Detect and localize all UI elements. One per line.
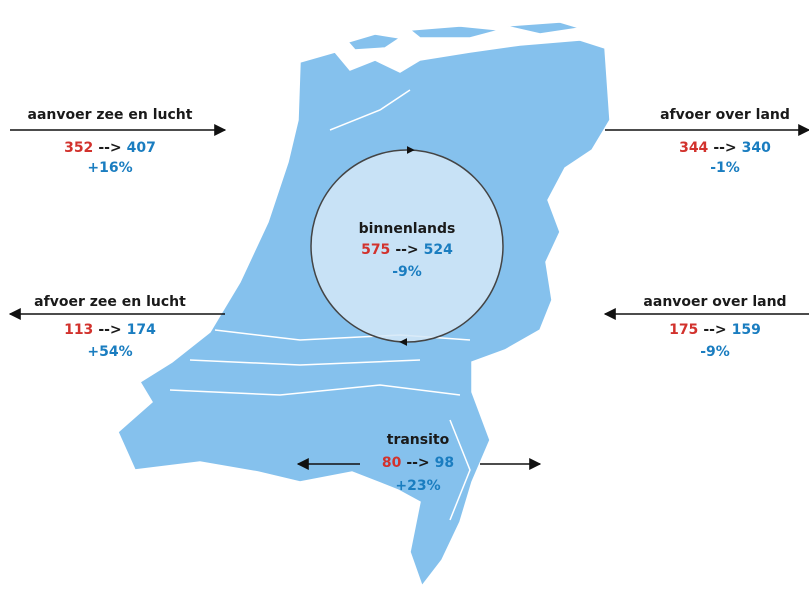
rivers bbox=[169, 89, 471, 521]
change-value: -1% bbox=[710, 160, 740, 176]
arrow-text: --> bbox=[406, 455, 429, 471]
flow-label: afvoer zee en lucht bbox=[34, 294, 186, 310]
to-value: 98 bbox=[435, 455, 454, 471]
arrow-text: --> bbox=[98, 322, 121, 338]
from-value: 113 bbox=[64, 322, 93, 338]
from-value: 175 bbox=[669, 322, 698, 338]
arrows bbox=[8, 124, 809, 470]
change-value: -9% bbox=[700, 344, 730, 360]
change-value: +54% bbox=[87, 344, 132, 360]
from-value: 80 bbox=[382, 455, 402, 471]
change-value: -9% bbox=[392, 264, 422, 280]
flow-label: afvoer over land bbox=[660, 107, 790, 123]
flow-label: aanvoer zee en lucht bbox=[28, 107, 193, 123]
change-value: +23% bbox=[395, 478, 440, 494]
flow-block: afvoer zee en lucht 113 --> 174 +54% bbox=[34, 294, 186, 360]
flow-values: 175 --> 159 bbox=[669, 322, 761, 338]
arrow-text: --> bbox=[703, 322, 726, 338]
arrow-text: --> bbox=[395, 242, 418, 258]
flow-values: 575 --> 524 bbox=[361, 242, 453, 258]
from-value: 575 bbox=[361, 242, 390, 258]
islands bbox=[346, 21, 581, 51]
flow-block: transito 80 --> 98 +23% bbox=[382, 432, 454, 494]
arrow-text: --> bbox=[713, 140, 736, 156]
from-value: 344 bbox=[679, 140, 708, 156]
to-value: 174 bbox=[127, 322, 156, 338]
flow-block: aanvoer over land 175 --> 159-9% bbox=[643, 294, 786, 360]
change-value: +16% bbox=[87, 160, 132, 176]
arrow-text: --> bbox=[98, 140, 121, 156]
flow-values: 352 --> 407 bbox=[64, 140, 156, 156]
to-value: 159 bbox=[732, 322, 761, 338]
to-value: 407 bbox=[127, 140, 156, 156]
from-value: 352 bbox=[64, 140, 93, 156]
flow-label: transito bbox=[387, 432, 450, 448]
flow-label: aanvoer over land bbox=[643, 294, 786, 310]
flow-block: binnenlands 575 --> 524-9% bbox=[359, 221, 456, 280]
flow-label: binnenlands bbox=[359, 221, 456, 237]
flow-block: afvoer over land 344 --> 340-1% bbox=[660, 107, 790, 176]
to-value: 340 bbox=[742, 140, 771, 156]
flow-block: aanvoer zee en lucht 352 --> 407 +16% bbox=[28, 107, 193, 176]
flow-values: 113 --> 174 bbox=[64, 322, 156, 338]
flow-values: 344 --> 340 bbox=[679, 140, 771, 156]
flow-values: 80 --> 98 bbox=[382, 455, 454, 471]
to-value: 524 bbox=[424, 242, 453, 258]
